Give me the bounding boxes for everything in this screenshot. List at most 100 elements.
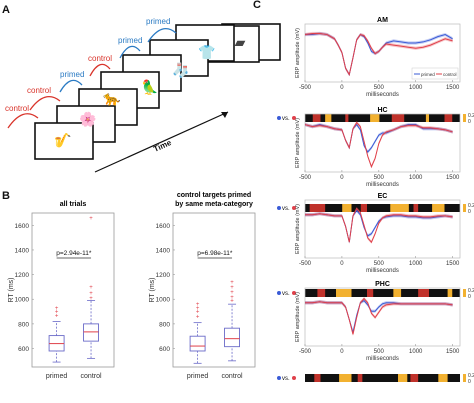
colorbar-tick-low: 0 — [468, 209, 471, 215]
outlier-marker: + — [196, 314, 200, 320]
x-tick-label: -500 — [299, 175, 312, 181]
erp-y-axis-label: ERP amplitude (mV) — [295, 118, 301, 168]
boxplot-axes-1 — [31, 212, 115, 368]
significance-segment — [360, 204, 367, 212]
trace-control — [304, 32, 453, 76]
outlier-marker: + — [55, 310, 59, 316]
outlier-marker: + — [230, 290, 234, 296]
significance-segment — [447, 289, 453, 297]
socks-picture: 🧦 — [172, 62, 189, 79]
x-tick-label: 500 — [374, 175, 385, 181]
y-tick-label: 600 — [159, 346, 170, 353]
panel-b-reaction-time-boxplots: all trials 600 800 1000 1200 1400 1600 RT (ms) +… — [8, 192, 256, 380]
colorbar-tick-high: 0.2 — [468, 203, 474, 209]
outlier-marker: + — [55, 313, 59, 319]
priming-arc-5 — [119, 45, 141, 59]
region-title: PHC — [375, 281, 390, 288]
vs-label: vs. — [282, 376, 290, 382]
y-tick-label: 800 — [159, 321, 170, 328]
outlier-marker: + — [89, 285, 93, 291]
significance-segment — [413, 204, 419, 212]
erp-axes-AM — [304, 23, 461, 83]
x-tick-label: 1500 — [446, 175, 460, 181]
y-tick-label: 1000 — [15, 297, 30, 304]
significance-strip — [305, 204, 460, 212]
x-tick-label: 0 — [340, 261, 344, 267]
time-axis-label: Time — [152, 138, 173, 154]
x-tick-label: 1000 — [409, 261, 423, 267]
time-axis-arrowhead — [221, 112, 228, 118]
folded-cloth-picture: ▰ — [235, 34, 246, 50]
erp-axes-PHC — [304, 287, 461, 347]
boxplot-title-line-2: by same meta-category — [175, 201, 253, 208]
legend-box — [411, 67, 459, 80]
y-tick-label: 1200 — [156, 272, 171, 279]
primed-dot — [277, 291, 281, 295]
region-title: AM — [377, 17, 388, 24]
significance-segment — [325, 114, 332, 122]
significance-segment — [357, 374, 363, 382]
panel-c-erp-traces: AM ERP amplitude (mV) -500 0 500 1000 1500 mill… — [277, 17, 474, 385]
sem-band-primed — [305, 208, 453, 244]
significance-segment — [432, 204, 445, 212]
legend-label-control: control — [443, 72, 457, 77]
erp-y-axis-label: ERP amplitude (mV) — [295, 28, 301, 78]
significance-segment — [312, 114, 321, 122]
box-control — [83, 323, 99, 342]
colorbar-tick-high: 0.2 — [468, 288, 474, 294]
sem-band-control — [305, 296, 453, 336]
erp-y-axis-label: ERP amplitude (mV) — [295, 204, 301, 254]
x-category-label: primed — [187, 373, 209, 380]
panel-label-a: A — [2, 4, 10, 16]
significance-segment — [314, 374, 321, 382]
x-tick-label: 1500 — [446, 85, 460, 91]
erp-x-axis-label: milliseconds — [366, 356, 399, 362]
region-title: EC — [378, 193, 388, 200]
outlier-marker: + — [230, 280, 234, 286]
primed-dot — [277, 116, 281, 120]
panel-label-b: B — [2, 190, 10, 202]
parrot-picture: 🦜 — [141, 78, 158, 96]
legend-label-primed: primed — [421, 72, 435, 77]
trace-control — [305, 207, 453, 244]
vs-label: vs. — [282, 116, 290, 122]
erp-x-axis-label: milliseconds — [366, 182, 399, 188]
significance-segment — [425, 114, 429, 122]
x-tick-label: 1000 — [409, 85, 423, 91]
y-tick-label: 600 — [18, 346, 29, 353]
p-value-label: p=6.98e-11* — [197, 250, 233, 257]
colorbar-tick-high: 0.2 — [468, 113, 474, 119]
priming-arc-6 — [147, 27, 177, 43]
flower-picture: 🌸 — [79, 111, 96, 128]
significance-segment — [398, 374, 408, 382]
outlier-marker: + — [196, 306, 200, 312]
x-tick-label: 1500 — [446, 349, 460, 355]
control-dot — [292, 116, 296, 120]
significance-strip — [305, 114, 460, 122]
outlier-marker: + — [196, 310, 200, 316]
y-tick-label: 1200 — [15, 272, 30, 279]
y-axis-label: RT (ms) — [8, 277, 15, 302]
priming-arc-1 — [7, 113, 39, 129]
x-tick-label: -500 — [299, 261, 312, 267]
erp-x-axis-label: milliseconds — [366, 92, 399, 98]
erp-y-axis-label: ERP amplitude (mV) — [295, 292, 301, 342]
significance-segment — [336, 289, 352, 297]
trial-label-6: primed — [146, 17, 170, 26]
y-axis-label: RT (ms) — [149, 277, 156, 302]
erp-axes-EC — [304, 199, 461, 259]
boxplot-title-line-1: all trials — [60, 201, 87, 208]
control-dot — [292, 291, 296, 295]
colorbar-tick-low: 0 — [468, 119, 471, 125]
significance-segment — [391, 114, 405, 122]
x-tick-label: -500 — [299, 85, 312, 91]
shirt-picture: 👕 — [198, 44, 215, 60]
colorbar — [463, 289, 466, 297]
p-value-label: p=2.94e-11* — [56, 250, 92, 257]
y-tick-label: 1400 — [156, 247, 171, 254]
significance-strip — [305, 289, 460, 297]
significance-segment — [342, 204, 352, 212]
saxophone-picture: 🎷 — [54, 132, 71, 148]
outlier-marker: + — [196, 302, 200, 308]
